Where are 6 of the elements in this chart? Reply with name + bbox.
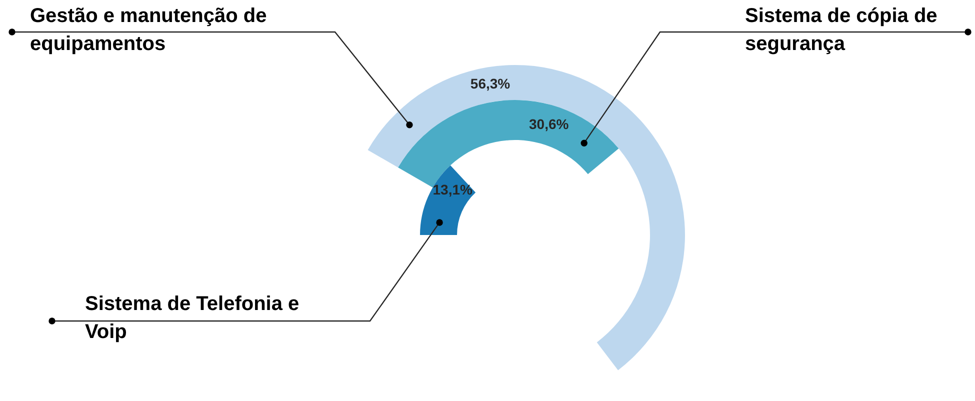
data-label: 13,1% [432, 182, 474, 198]
category-label: Sistema de Telefonia e Voip [85, 293, 300, 343]
data-label: 56,3% [470, 76, 511, 92]
category-label: Gestão e manutenção de equipamentos [30, 5, 267, 55]
category-label: Sistema de cópia de segurança [745, 5, 938, 55]
data-label: 30,6% [528, 116, 570, 132]
